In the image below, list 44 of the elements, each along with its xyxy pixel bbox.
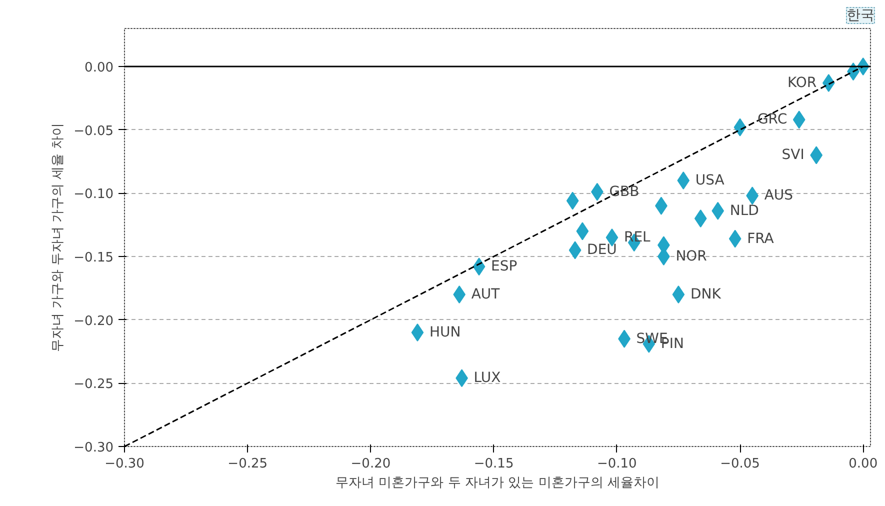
annotation: DEU (587, 242, 617, 258)
y-tick-label: −0.25 (74, 377, 114, 392)
x-tick-label: −0.20 (350, 456, 391, 472)
annotation: USA (695, 172, 725, 188)
point (411, 324, 424, 342)
annotation: GRC (757, 112, 788, 128)
y-tick-label: −0.15 (74, 250, 114, 266)
point (453, 286, 466, 304)
text: 한국 (846, 8, 874, 24)
point (576, 222, 589, 240)
annotation: DNK (690, 286, 722, 302)
annotation: NOR (676, 248, 708, 264)
annotation: AUS (764, 188, 794, 204)
x-axis-title: 무자녀 미혼가구와 두 자녀가 있는 미혼가구의 세율차이 (336, 476, 660, 490)
point (822, 74, 835, 92)
annotation: LUX (474, 370, 502, 386)
point (677, 172, 690, 190)
annotation: HUN (429, 324, 461, 340)
point (568, 241, 582, 260)
point (728, 230, 742, 248)
y-tick-label: 0.00 (84, 60, 114, 76)
point (672, 286, 685, 304)
y-tick-label: −0.20 (74, 314, 114, 329)
annotation: AUT (471, 286, 500, 302)
x-tick-label: −0.25 (228, 456, 268, 472)
y-tick-label: −0.05 (74, 124, 114, 139)
x-tick-label: −0.30 (104, 456, 144, 472)
point (566, 192, 579, 210)
y-axis-title: 무자녀 가구와 두자녀 가구의 세율 차이 (50, 123, 66, 352)
annotation: FRA (747, 230, 774, 247)
point (792, 110, 806, 129)
x-tick-label: 0.00 (848, 456, 878, 472)
y-tick-label: −0.30 (74, 440, 114, 456)
annotation: ESP (491, 258, 518, 275)
x-tick-label: −0.15 (474, 456, 514, 472)
x-tick-label: −0.05 (720, 456, 760, 472)
annotation: SVI (782, 147, 804, 164)
point (694, 210, 707, 228)
point (734, 118, 746, 136)
y-tick-label: −0.10 (74, 187, 114, 202)
point (712, 202, 724, 220)
annotation: KOR (787, 74, 817, 91)
x-tick-label: −0.10 (596, 456, 637, 472)
annotation: NLD (730, 202, 759, 219)
